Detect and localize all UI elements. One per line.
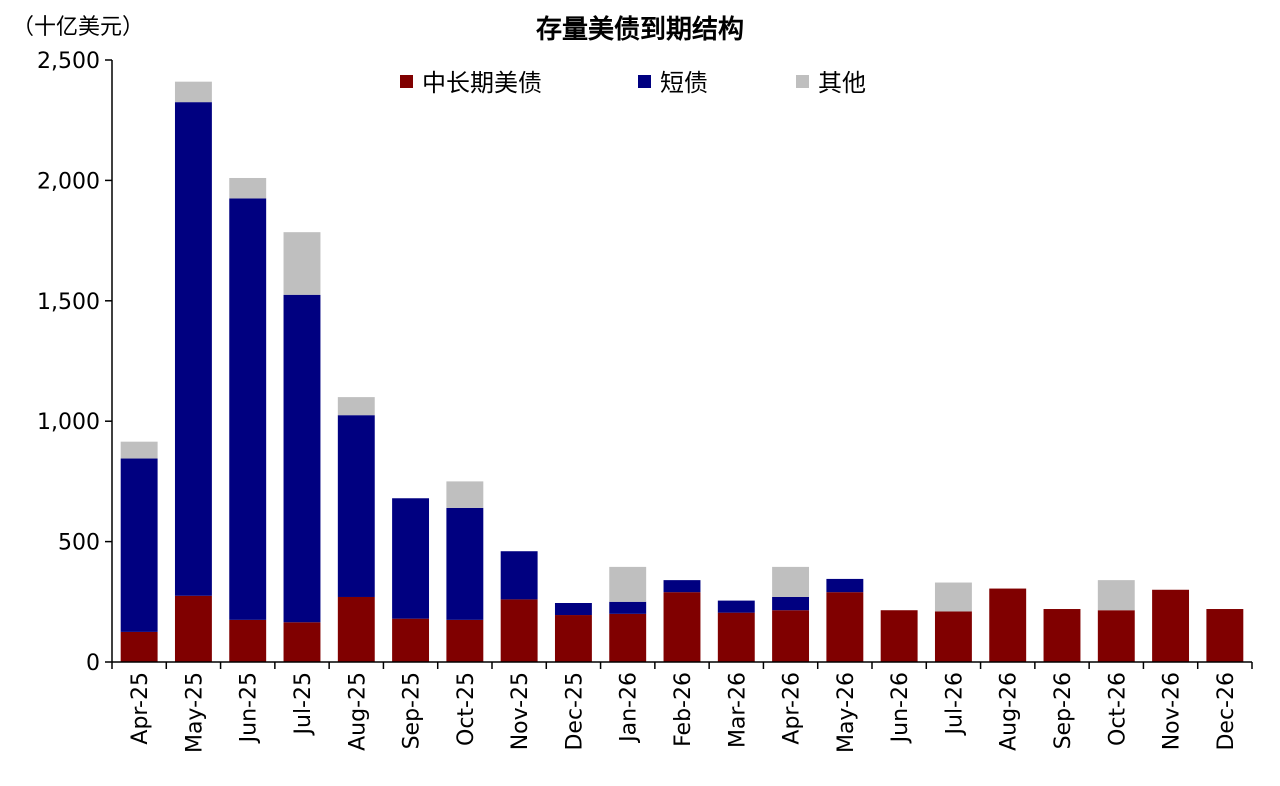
- y-tick-label: 2,000: [37, 169, 100, 194]
- legend-swatch: [638, 75, 651, 88]
- legend-label: 短债: [660, 69, 708, 97]
- bar-Jul-25-series-2: [283, 232, 321, 295]
- bar-May-26-series-0: [826, 592, 864, 662]
- bar-Dec-25-series-0: [554, 615, 592, 662]
- bar-Jun-25-series-2: [229, 177, 267, 199]
- bar-Jun-25-series-0: [229, 619, 267, 662]
- legend-swatch: [796, 75, 809, 88]
- x-tick-label: Feb-26: [671, 672, 696, 747]
- bar-Sep-26-series-0: [1043, 609, 1081, 662]
- bar-Apr-26-series-2: [772, 566, 810, 597]
- legend-label: 其他: [818, 69, 866, 97]
- x-tick-label: Oct-26: [1105, 672, 1130, 746]
- bar-Jan-26-series-0: [609, 613, 647, 662]
- x-tick-label: Jul-25: [291, 672, 316, 736]
- bar-Jul-26-series-0: [934, 611, 972, 662]
- bar-May-25-series-2: [174, 81, 212, 103]
- bar-Jul-25-series-1: [283, 294, 321, 623]
- bar-Aug-26-series-0: [989, 588, 1027, 662]
- bars: [120, 81, 1244, 662]
- bar-Feb-26-series-0: [663, 592, 701, 662]
- bar-Jan-26-series-1: [609, 601, 647, 614]
- bar-Dec-25-series-1: [554, 603, 592, 616]
- bar-May-26-series-1: [826, 578, 864, 593]
- x-tick-label: Jun-25: [237, 672, 262, 744]
- chart-title: 存量美债到期结构: [536, 14, 744, 45]
- x-tick-label: Oct-25: [454, 672, 479, 746]
- x-tick-label: Apr-25: [128, 672, 153, 745]
- x-tick-label: Dec-26: [1214, 672, 1239, 751]
- bar-Oct-25-series-2: [446, 481, 484, 508]
- bar-Feb-26-series-1: [663, 580, 701, 593]
- x-tick-label: Sep-25: [400, 672, 425, 749]
- bar-Oct-25-series-1: [446, 507, 484, 620]
- y-tick-label: 500: [58, 531, 100, 556]
- bar-Oct-25-series-0: [446, 619, 484, 662]
- x-tick-label: Sep-26: [1051, 672, 1076, 749]
- x-tick-label: Nov-25: [508, 672, 533, 750]
- bar-Sep-25-series-0: [392, 618, 430, 662]
- bar-May-25-series-1: [174, 102, 212, 596]
- bar-Jun-26-series-0: [880, 610, 918, 662]
- x-tick-label: Nov-26: [1160, 672, 1185, 750]
- x-tick-label: May-26: [834, 672, 859, 753]
- bar-Apr-25-series-0: [120, 631, 158, 662]
- bar-Jul-26-series-2: [934, 582, 972, 612]
- bar-Apr-25-series-1: [120, 458, 158, 632]
- bar-Nov-25-series-1: [500, 551, 538, 600]
- bar-Aug-25-series-2: [337, 397, 375, 416]
- bar-Mar-26-series-0: [717, 612, 755, 662]
- x-tick-label: Jan-26: [617, 672, 642, 744]
- y-tick-label: 1,500: [37, 290, 100, 315]
- legend-swatch: [400, 75, 413, 88]
- x-tick-label: Jul-26: [942, 672, 967, 736]
- bar-Oct-26-series-2: [1097, 580, 1135, 611]
- bar-Nov-26-series-0: [1152, 589, 1190, 662]
- bar-May-25-series-0: [174, 595, 212, 662]
- x-tick-label: Aug-26: [997, 672, 1022, 751]
- x-tick-label: Mar-26: [725, 672, 750, 748]
- axes: 0 500 1,000 1,500 2,000 2,500 Apr-25 May-25 Jun-…: [37, 49, 1253, 753]
- x-tick-label: May-25: [182, 672, 207, 753]
- x-tick-label: Jun-26: [888, 672, 913, 744]
- bar-Jul-25-series-0: [283, 622, 321, 662]
- y-tick-label: 0: [86, 651, 100, 676]
- bar-Sep-25-series-1: [392, 498, 430, 619]
- x-tick-label: Aug-25: [345, 672, 370, 751]
- bar-Mar-26-series-1: [717, 600, 755, 613]
- legend: 中长期美债 短债 其他: [400, 69, 866, 97]
- bar-Nov-25-series-0: [500, 599, 538, 662]
- x-tick-label: Dec-25: [562, 672, 587, 751]
- bar-Aug-25-series-0: [337, 596, 375, 662]
- bar-Apr-26-series-1: [772, 596, 810, 611]
- bar-Apr-25-series-2: [120, 441, 158, 459]
- y-tick-label: 1,000: [37, 410, 100, 435]
- bar-Jun-25-series-1: [229, 198, 267, 620]
- x-tick-label: Apr-26: [780, 672, 805, 745]
- bar-Oct-26-series-0: [1097, 610, 1135, 662]
- y-tick-label: 2,500: [37, 49, 100, 74]
- y-axis-unit-label: （十亿美元）: [12, 15, 144, 40]
- bar-Aug-25-series-1: [337, 415, 375, 597]
- bar-Dec-26-series-0: [1206, 609, 1244, 662]
- bar-Apr-26-series-0: [772, 610, 810, 662]
- legend-label: 中长期美债: [422, 69, 542, 97]
- bar-Jan-26-series-2: [609, 566, 647, 602]
